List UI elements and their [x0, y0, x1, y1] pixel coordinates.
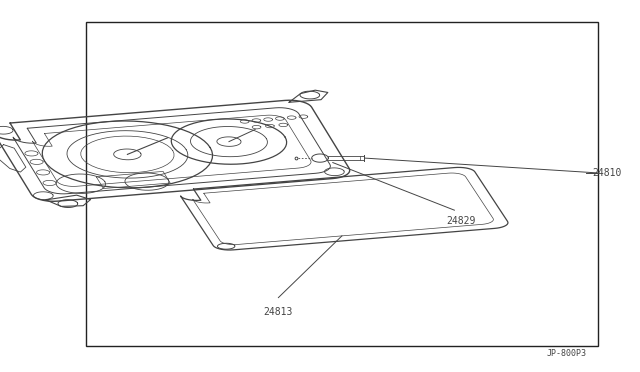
- Text: 24829: 24829: [446, 216, 476, 226]
- Bar: [86, 22, 598, 346]
- Text: 24810: 24810: [592, 168, 621, 178]
- Text: 24813: 24813: [264, 307, 293, 317]
- Text: JP-800P3: JP-800P3: [547, 349, 586, 358]
